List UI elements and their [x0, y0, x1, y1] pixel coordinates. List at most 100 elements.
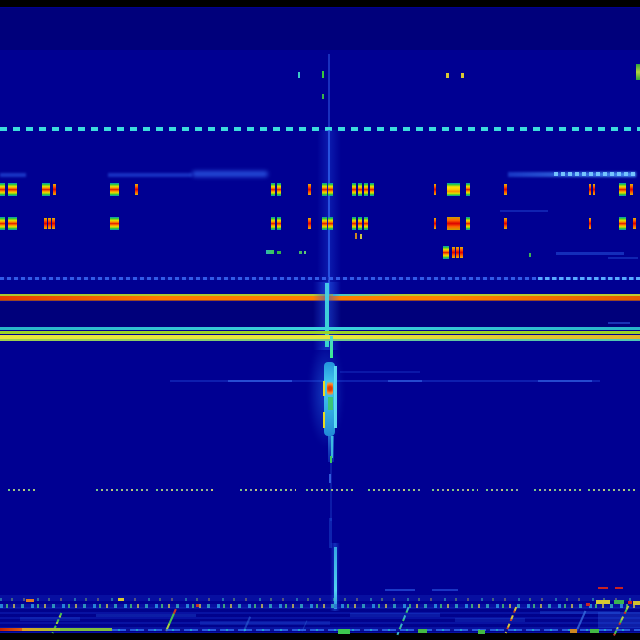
blue-dashed-line [0, 277, 640, 280]
speckle-yellow [118, 598, 124, 601]
cyan-dotted-line [0, 127, 640, 131]
dot-cluster [486, 489, 518, 491]
hot-cell [328, 183, 333, 196]
red-dash [598, 587, 608, 589]
blob-yellow-bar [323, 381, 325, 396]
hot-cell [619, 217, 626, 230]
faint-hline [538, 380, 592, 382]
texture-patch [96, 614, 196, 617]
hot-cell [456, 247, 459, 258]
hot-cell [328, 217, 333, 230]
blob-orange-spot [327, 382, 333, 395]
baseline-green-blob [478, 630, 485, 634]
hot-cell [364, 183, 368, 196]
hot-cell [358, 183, 362, 196]
texture-patch [350, 613, 440, 617]
speckle-band-upper [0, 598, 640, 601]
right-edge-mark [636, 64, 640, 80]
streak-lower-core [325, 283, 329, 347]
hot-cell [434, 184, 436, 195]
corner-yellow [633, 601, 640, 605]
faint-hline [228, 380, 292, 382]
blue-smudge-dashes [554, 172, 636, 176]
hot-cell [447, 183, 460, 196]
bottom-streak-fade [329, 518, 332, 548]
blob-yellow-bar [323, 412, 325, 428]
hot-cell [504, 218, 507, 229]
streak-upper-thin [328, 54, 330, 128]
hot-cell [434, 218, 436, 229]
green-mark [529, 253, 531, 257]
yellow-line [0, 335, 640, 339]
hot-cell [322, 183, 327, 196]
green-mark [304, 251, 306, 254]
baseline-bluedash [112, 629, 640, 631]
hot-cell [110, 183, 119, 196]
green-mark [299, 251, 302, 254]
speckle-red [586, 603, 590, 606]
hot-cell [271, 217, 275, 230]
speckle-red [196, 604, 199, 607]
faint-dash [385, 589, 415, 591]
frame-bar-top [0, 0, 640, 7]
hot-cell [452, 247, 455, 258]
dot-cluster [534, 489, 582, 491]
orange-band-cyanseg [333, 294, 405, 296]
texture-patch [200, 621, 330, 625]
cyan-tick [298, 72, 300, 78]
bg-darkband-top [0, 8, 640, 50]
red-dash [615, 587, 623, 589]
corner-yellow [596, 600, 610, 604]
baseline-green-blob [590, 629, 599, 633]
blue-smudge [108, 173, 192, 177]
hot-cell [135, 184, 138, 195]
green-tick [322, 71, 324, 78]
hot-cell [589, 218, 591, 229]
dot-cluster [306, 489, 354, 491]
yellow-dot [446, 73, 449, 78]
faint-hline [340, 371, 420, 373]
hot-cell [619, 183, 626, 196]
faint-dash [608, 322, 630, 324]
baseline-green-blob [338, 629, 350, 634]
hot-cell [352, 183, 356, 196]
hot-cell [8, 183, 17, 196]
corner-red [628, 601, 632, 604]
dot-cluster [240, 489, 296, 491]
dot-cluster [432, 489, 478, 491]
faint-dash [556, 252, 624, 255]
dot-cluster [156, 489, 214, 491]
hot-cell [466, 217, 470, 230]
frame-bar-bottom [0, 633, 640, 640]
streak-mid-core [328, 130, 330, 295]
hot-cell [370, 183, 374, 196]
baseline-red [0, 628, 22, 631]
hot-cell [308, 184, 311, 195]
orange-tick [355, 233, 357, 239]
bottom-streak-core [334, 547, 337, 609]
blob-tail-cyan [331, 436, 333, 458]
hot-cell [589, 184, 591, 195]
yellow-dot [461, 73, 464, 78]
hot-cell [0, 217, 5, 230]
streak-faint [330, 463, 332, 521]
hot-cell [352, 217, 356, 230]
hot-cell [52, 218, 55, 229]
hot-cell [593, 184, 595, 195]
speckle-orange [26, 599, 34, 602]
hot-cell [633, 218, 636, 229]
texture-patch [20, 617, 80, 621]
hot-cell [277, 183, 281, 196]
corner-green [614, 600, 624, 604]
dot-cluster [588, 489, 638, 491]
hot-cell [358, 217, 362, 230]
faint-dash [500, 210, 548, 212]
green-mark [266, 250, 274, 254]
hot-cell [443, 246, 449, 259]
faint-hline [388, 380, 422, 382]
hot-cell [42, 183, 50, 196]
hot-cell [364, 217, 368, 230]
hot-cell [48, 218, 51, 229]
texture-patch [455, 618, 525, 622]
